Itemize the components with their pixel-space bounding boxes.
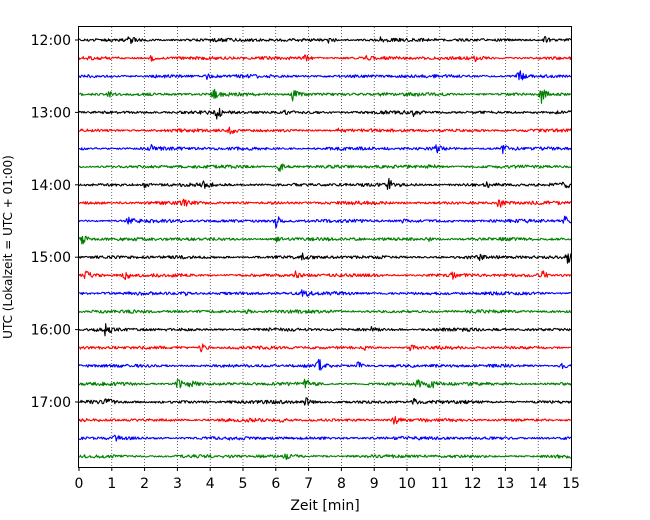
x-tick-label: 9 bbox=[370, 476, 379, 492]
trace-1745 bbox=[78, 453, 572, 461]
x-tick-label: 5 bbox=[239, 476, 248, 492]
trace-1500 bbox=[78, 252, 572, 264]
trace-1445 bbox=[78, 235, 572, 245]
trace-1545 bbox=[78, 308, 572, 315]
trace-1415 bbox=[78, 198, 572, 208]
plot-frame bbox=[78, 26, 572, 468]
trace-1200 bbox=[78, 35, 572, 45]
y-axis-title: UTC (Lokalzeit = UTC + 01:00) bbox=[1, 155, 15, 339]
trace-1700 bbox=[78, 397, 572, 406]
x-tick-label: 6 bbox=[271, 476, 280, 492]
x-tick-label: 0 bbox=[75, 476, 84, 492]
y-tick-label: 16:00 bbox=[31, 323, 71, 339]
y-ticks: 12:00 13:00 14:00 15:00 16:00 17:00 bbox=[31, 33, 79, 411]
trace-layer bbox=[78, 35, 572, 461]
trace-1400 bbox=[78, 177, 572, 190]
x-tick-label: 10 bbox=[398, 476, 416, 492]
trace-1615 bbox=[78, 343, 572, 353]
x-tick-label: 15 bbox=[562, 476, 580, 492]
trace-1245 bbox=[78, 88, 572, 104]
y-tick-label: 12:00 bbox=[31, 33, 71, 49]
x-tick-label: 11 bbox=[431, 476, 449, 492]
trace-1515 bbox=[78, 270, 572, 281]
y-tick-label: 14:00 bbox=[31, 178, 71, 194]
x-tick-label: 1 bbox=[107, 476, 116, 492]
trace-1630 bbox=[78, 358, 572, 371]
trace-1600 bbox=[78, 323, 572, 337]
trace-1315 bbox=[78, 126, 572, 135]
trace-1730 bbox=[78, 434, 572, 442]
y-tick-label: 13:00 bbox=[31, 105, 71, 121]
x-tick-label: 13 bbox=[496, 476, 514, 492]
trace-1230 bbox=[78, 70, 572, 81]
trace-1715 bbox=[78, 416, 572, 425]
trace-1530 bbox=[78, 289, 572, 297]
trace-1430 bbox=[78, 215, 572, 229]
trace-1300 bbox=[78, 107, 572, 120]
x-tick-label: 4 bbox=[206, 476, 215, 492]
grid-lines bbox=[111, 27, 539, 467]
x-axis-title: Zeit [min] bbox=[290, 498, 359, 514]
trace-1345 bbox=[78, 163, 572, 172]
x-ticks: 0 1 2 3 4 5 6 7 8 9 10 11 12 13 14 15 bbox=[75, 467, 580, 492]
x-tick-label: 2 bbox=[140, 476, 149, 492]
trace-1645 bbox=[78, 378, 572, 389]
y-tick-label: 15:00 bbox=[31, 250, 71, 266]
y-tick-label: 17:00 bbox=[31, 395, 71, 411]
trace-1330 bbox=[78, 144, 572, 155]
x-tick-label: 14 bbox=[529, 476, 547, 492]
x-tick-label: 12 bbox=[464, 476, 482, 492]
x-tick-label: 3 bbox=[173, 476, 182, 492]
x-tick-label: 8 bbox=[337, 476, 346, 492]
x-tick-label: 7 bbox=[304, 476, 313, 492]
trace-1215 bbox=[78, 54, 572, 63]
